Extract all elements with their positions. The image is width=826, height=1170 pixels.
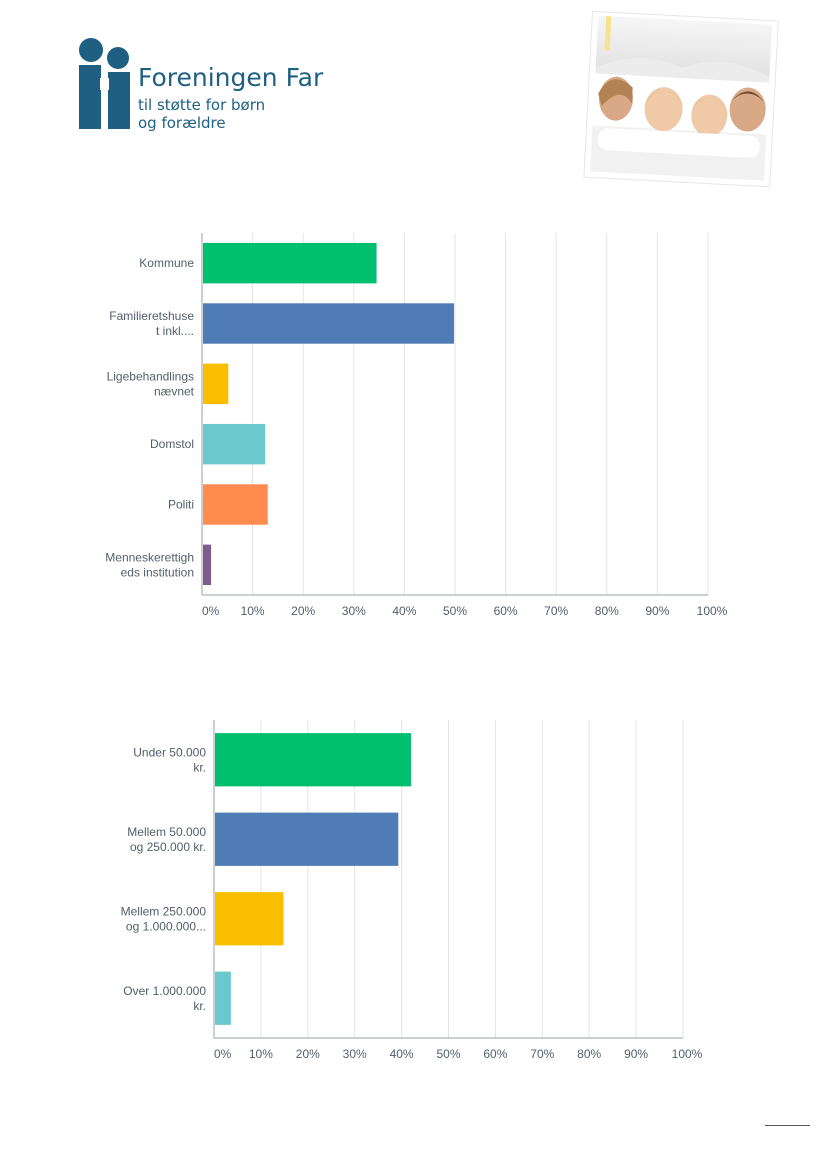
- chart-2-tick-label-1: 10%: [249, 1047, 273, 1061]
- chart-1-tick-label-7: 70%: [544, 604, 568, 618]
- chart-2-category-label-2-1: og 1.000.000...: [126, 919, 206, 933]
- chart-2-tick-label-0: 0%: [214, 1047, 232, 1061]
- chart-1-bar-2: [203, 363, 229, 405]
- chart-1-bar-0: [203, 242, 377, 284]
- chart-1-tick-label-10: 100%: [697, 604, 728, 618]
- brand-title: Foreningen Far: [138, 63, 324, 92]
- page-footer-line: [765, 1125, 810, 1126]
- chart-2-tick-label-8: 80%: [577, 1047, 601, 1061]
- chart-2-bar-0: [215, 733, 411, 787]
- chart-2-category-label-0-0: Under 50.000: [133, 745, 206, 759]
- chart-2-tick-label-5: 50%: [436, 1047, 460, 1061]
- chart-1-tick-label-0: 0%: [202, 604, 220, 618]
- chart-2-tick-label-7: 70%: [530, 1047, 554, 1061]
- chart-1-category-label-4-0: Politi: [168, 498, 194, 512]
- chart-1-tick-label-2: 20%: [291, 604, 315, 618]
- chart-1-category-label-5-1: eds institution: [121, 565, 194, 579]
- chart-2: 0% 10% 20% 30% 40% 50% 60% 70% 80% 90% 100% Under 5…: [60, 712, 740, 1072]
- chart-2-tick-label-6: 60%: [483, 1047, 507, 1061]
- chart-2-tick-label-10: 100%: [672, 1047, 703, 1061]
- chart-1-category-label-1-0: Familieretshuse: [109, 309, 194, 323]
- chart-1-bar-5: [203, 544, 212, 586]
- chart-1-bar-1: [203, 303, 454, 344]
- chart-2-svg: 0% 10% 20% 30% 40% 50% 60% 70% 80% 90% 100% Under 5…: [121, 720, 703, 1061]
- chart-1: 0% 10% 20% 30% 40% 50% 60% 70% 80% 90% 100% Kommune…: [60, 225, 740, 635]
- chart-1-svg: 0% 10% 20% 30% 40% 50% 60% 70% 80% 90% 100% Kommune…: [105, 233, 728, 618]
- chart-2-bar-3: [215, 971, 231, 1025]
- chart-1-category-label-0-0: Kommune: [139, 256, 194, 270]
- chart-1-bar-4: [203, 484, 268, 525]
- chart-1-tick-label-1: 10%: [241, 604, 265, 618]
- chart-1-category-label-3-0: Domstol: [150, 437, 194, 451]
- chart-1-bar-3: [203, 423, 266, 465]
- chart-2-category-label-3-1: kr.: [193, 999, 206, 1013]
- chart-1-tick-label-4: 40%: [392, 604, 416, 618]
- brand-logo: Foreningen Far til støtte for børn og fo…: [78, 38, 338, 138]
- chart-2-tick-label-9: 90%: [624, 1047, 648, 1061]
- brand-subtitle: til støtte for børn og forældre: [138, 96, 265, 132]
- chart-1-tick-label-3: 30%: [342, 604, 366, 618]
- chart-1-category-label-2-0: Ligebehandlings: [107, 369, 194, 383]
- chart-2-category-label-3-0: Over 1.000.000: [123, 984, 206, 998]
- brand-subtitle-line-2: og forældre: [138, 114, 226, 132]
- chart-1-category-label-5-0: Menneskerettigh: [105, 550, 194, 564]
- chart-2-tick-label-3: 30%: [343, 1047, 367, 1061]
- chart-2-bar-2: [215, 892, 284, 946]
- chart-1-category-label-2-1: nævnet: [154, 384, 195, 398]
- chart-1-tick-label-6: 60%: [494, 604, 518, 618]
- chart-1-tick-label-5: 50%: [443, 604, 467, 618]
- chart-2-tick-label-4: 40%: [390, 1047, 414, 1061]
- family-under-blanket-photo: [583, 10, 779, 188]
- chart-2-category-label-0-1: kr.: [193, 760, 206, 774]
- chart-2-bar-1: [215, 812, 399, 866]
- chart-1-tick-label-8: 80%: [595, 604, 619, 618]
- brand-subtitle-line-1: til støtte for børn: [138, 96, 266, 114]
- chart-2-category-label-2-0: Mellem 250.000: [121, 904, 207, 918]
- chart-2-tick-label-2: 20%: [296, 1047, 320, 1061]
- logo-figures-icon: [79, 38, 130, 129]
- chart-1-tick-label-9: 90%: [645, 604, 669, 618]
- chart-2-category-label-1-0: Mellem 50.000: [127, 825, 206, 839]
- chart-2-category-label-1-1: og 250.000 kr.: [130, 840, 206, 854]
- chart-1-category-label-1-1: t inkl....: [156, 324, 194, 338]
